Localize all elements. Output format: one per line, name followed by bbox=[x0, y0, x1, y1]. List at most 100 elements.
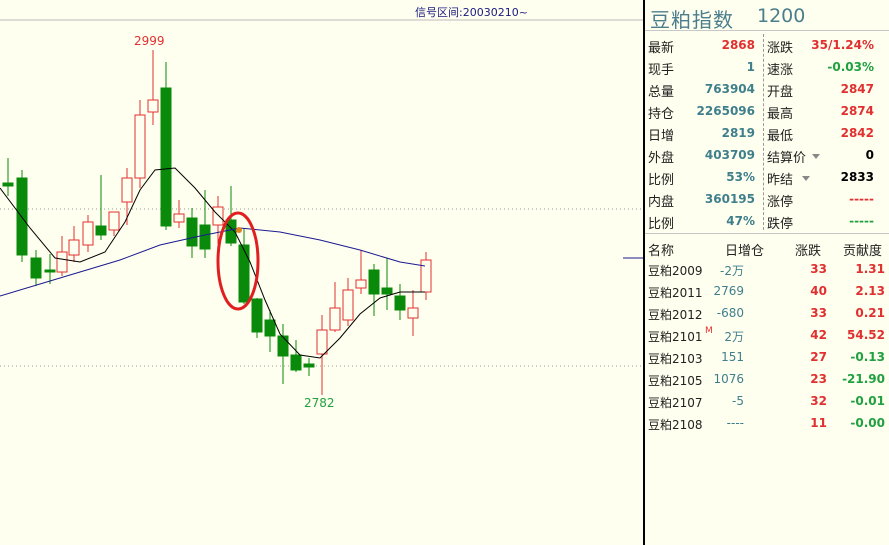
low-price-annotation: 2782 bbox=[304, 396, 335, 410]
kline-chart[interactable] bbox=[0, 0, 643, 545]
signal-range-label: 信号区间:20030210~ bbox=[415, 6, 528, 19]
quote-label: 最高 bbox=[767, 107, 794, 122]
dropdown-triangle-icon[interactable] bbox=[802, 176, 810, 181]
candle-body-down bbox=[264, 319, 276, 337]
candle-body-up bbox=[56, 251, 68, 273]
contract-contribution: 2.13 bbox=[855, 284, 885, 298]
contract-oi-change: -2万 bbox=[720, 264, 744, 278]
contracts-table: 豆粕2009 -2万 33 1.31 豆粕2011 2769 40 2.13 豆粕2012 -68… bbox=[645, 258, 889, 434]
quote-label: 速涨 bbox=[767, 63, 794, 78]
quote-label: 总量 bbox=[648, 85, 675, 100]
contracts-table-header: 名称 日增仓 涨跌 贡献度 bbox=[645, 234, 889, 259]
contract-oi-change: 2769 bbox=[713, 284, 744, 298]
candle-body-up bbox=[407, 307, 419, 319]
contract-name: 豆粕2108 bbox=[648, 418, 703, 432]
contract-oi-change: -680 bbox=[716, 306, 744, 320]
contract-oi-change: -5 bbox=[732, 394, 744, 408]
quote-value: 2842 bbox=[840, 126, 874, 140]
contract-row[interactable]: 豆粕2108 ---- 11 -0.00 bbox=[645, 412, 889, 434]
contract-contribution: -21.90 bbox=[842, 372, 885, 386]
quote-row: 跌停 ----- bbox=[764, 210, 882, 232]
contract-change: 11 bbox=[810, 416, 827, 430]
contract-name: 豆粕2012 bbox=[648, 308, 703, 322]
signal-dot bbox=[236, 227, 242, 233]
quote-value: ----- bbox=[849, 214, 874, 228]
instrument-name: 豆粕指数 bbox=[650, 8, 734, 32]
candle-body-down bbox=[199, 224, 211, 250]
candle-body-up bbox=[147, 99, 159, 113]
quote-value: 2265096 bbox=[696, 104, 755, 118]
quote-row: 开盘 2847 bbox=[764, 78, 882, 100]
quote-label: 比例 bbox=[648, 217, 675, 232]
contract-change: 42 bbox=[810, 328, 827, 342]
candle-body-down bbox=[44, 269, 56, 273]
quote-left-column: 最新 2868 现手 1 总量 763904 持仓 2265096 日增 2819 外盘 403709… bbox=[645, 34, 763, 232]
quote-value: 1 bbox=[746, 60, 755, 74]
quote-value: 0 bbox=[865, 148, 874, 162]
contract-oi-change: 1076 bbox=[713, 372, 744, 386]
quote-value: 35/1.24% bbox=[811, 38, 874, 52]
quote-label: 日增 bbox=[648, 129, 675, 144]
quote-value: 2833 bbox=[840, 170, 874, 184]
contract-row[interactable]: 豆粕2009 -2万 33 1.31 bbox=[645, 258, 889, 280]
contract-name: 豆粕2103 bbox=[648, 352, 703, 366]
quote-value: 2847 bbox=[840, 82, 874, 96]
contract-oi-change: ---- bbox=[726, 416, 744, 430]
quote-row: 持仓 2265096 bbox=[645, 100, 763, 122]
kline-chart-panel[interactable]: 信号区间:20030210~ 2999 2782 bbox=[0, 0, 643, 545]
main-contract-mark: M bbox=[705, 326, 713, 336]
contract-row[interactable]: 豆粕2101 M 2万 42 54.52 bbox=[645, 324, 889, 346]
candle-body-down bbox=[290, 354, 302, 371]
quote-row: 最低 2842 bbox=[764, 122, 882, 144]
contract-name: 豆粕2011 bbox=[648, 286, 703, 300]
quote-label: 昨结 bbox=[767, 173, 794, 188]
quote-row: 涨跌 35/1.24% bbox=[764, 34, 882, 56]
dropdown-triangle-icon[interactable] bbox=[812, 154, 820, 159]
contract-change: 27 bbox=[810, 350, 827, 364]
quote-label: 涨跌 bbox=[767, 41, 794, 56]
contract-row[interactable]: 豆粕2107 -5 32 -0.01 bbox=[645, 390, 889, 412]
quote-value: 403709 bbox=[704, 148, 755, 162]
quote-row: 内盘 360195 bbox=[645, 188, 763, 210]
quote-value: -0.03% bbox=[827, 60, 874, 74]
contract-oi-change: 2万 bbox=[724, 330, 744, 344]
header-name: 名称 bbox=[648, 244, 675, 259]
quote-value: 2819 bbox=[721, 126, 755, 140]
quote-row: 比例 47% bbox=[645, 210, 763, 232]
quote-label: 最新 bbox=[648, 41, 675, 56]
candle-body-up bbox=[212, 206, 224, 226]
contract-name: 豆粕2009 bbox=[648, 264, 703, 278]
candle-body-down bbox=[225, 219, 237, 244]
candle-body-up bbox=[355, 279, 367, 289]
quote-value: ----- bbox=[849, 192, 874, 206]
candle-body-up bbox=[420, 259, 432, 293]
quote-label: 外盘 bbox=[648, 151, 675, 166]
contract-oi-change: 151 bbox=[721, 350, 744, 364]
contract-row[interactable]: 豆粕2012 -680 33 0.21 bbox=[645, 302, 889, 324]
contract-row[interactable]: 豆粕2105 1076 23 -21.90 bbox=[645, 368, 889, 390]
contract-row[interactable]: 豆粕2011 2769 40 2.13 bbox=[645, 280, 889, 302]
contract-row[interactable]: 豆粕2103 151 27 -0.13 bbox=[645, 346, 889, 368]
quote-row: 最新 2868 bbox=[645, 34, 763, 56]
ma-long-line bbox=[0, 227, 426, 297]
high-price-annotation: 2999 bbox=[134, 34, 165, 48]
candle-body-down bbox=[238, 244, 250, 303]
candle-body-up bbox=[68, 239, 80, 256]
contract-name: 豆粕2105 bbox=[648, 374, 703, 388]
candle-body-down bbox=[368, 269, 380, 295]
quote-value: 763904 bbox=[704, 82, 755, 96]
quote-row: 涨停 ----- bbox=[764, 188, 882, 210]
contract-change: 32 bbox=[810, 394, 827, 408]
quote-row: 外盘 403709 bbox=[645, 144, 763, 166]
candle-body-up bbox=[316, 329, 328, 355]
candle-body-down bbox=[2, 182, 14, 187]
quote-label: 内盘 bbox=[648, 195, 675, 210]
header-oi-change: 日增仓 bbox=[725, 244, 765, 259]
quote-value: 360195 bbox=[704, 192, 755, 206]
contract-name: 豆粕2101 bbox=[648, 330, 703, 344]
quote-row: 日增 2819 bbox=[645, 122, 763, 144]
candle-body-up bbox=[329, 307, 341, 331]
candle-body-down bbox=[160, 87, 172, 227]
quote-value: 47% bbox=[726, 214, 755, 228]
quote-label: 持仓 bbox=[648, 107, 675, 122]
